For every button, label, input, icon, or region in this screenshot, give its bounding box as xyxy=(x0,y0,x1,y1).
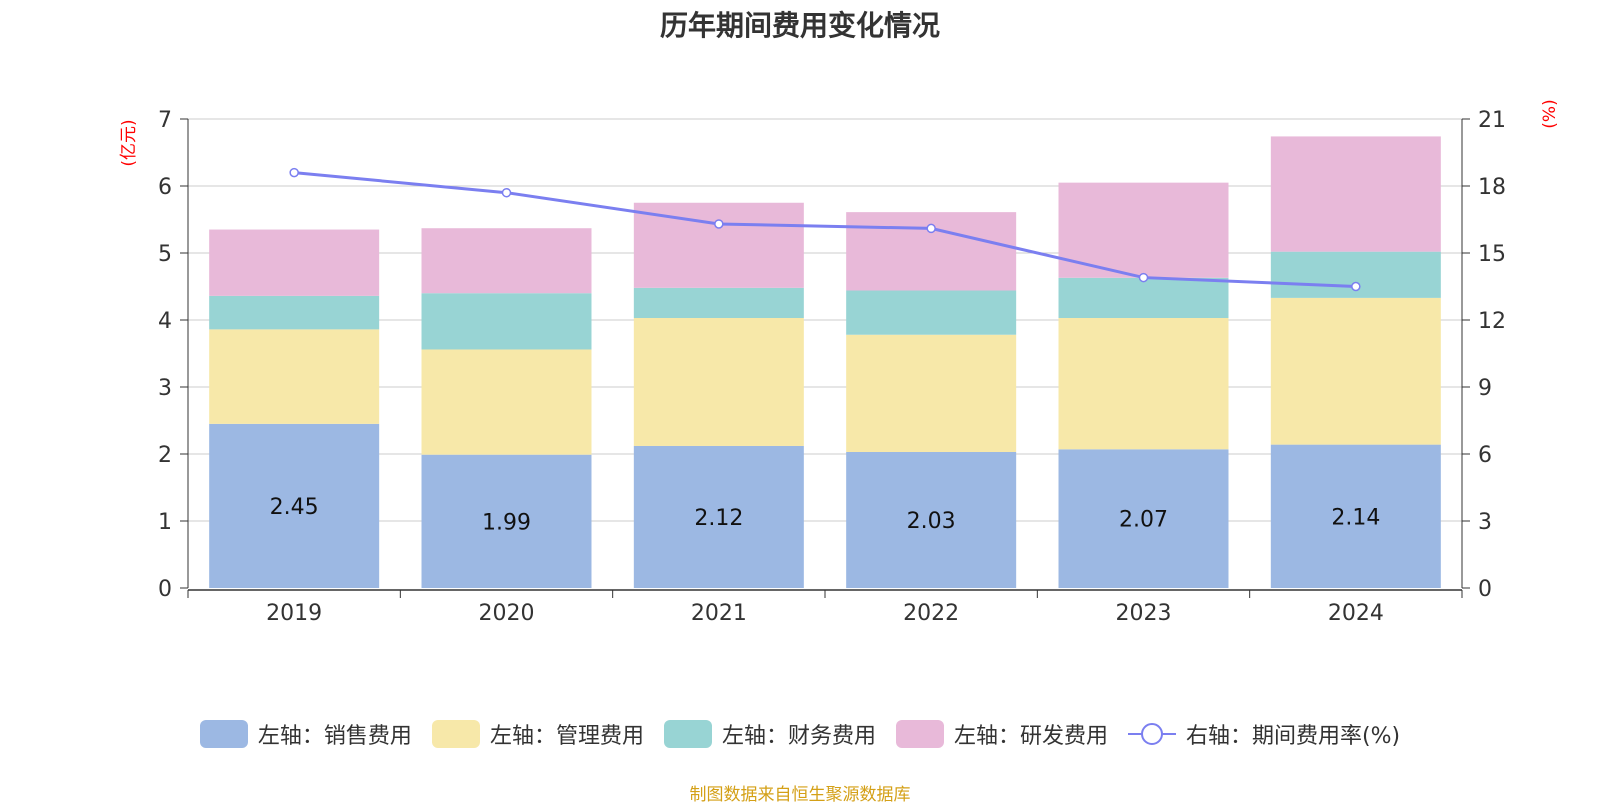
x-tick-label: 2020 xyxy=(479,601,535,626)
bar-1-2019 xyxy=(209,329,380,424)
x-tick-label: 2024 xyxy=(1328,601,1384,626)
legend-item-finance[interactable]: 左轴：财务费用 xyxy=(663,718,876,750)
bar-0-2024 xyxy=(1270,444,1441,588)
left-tick-label: 2 xyxy=(158,443,172,468)
expense-rate-point xyxy=(926,223,936,234)
legend-label-admin: 左轴：管理费用 xyxy=(489,724,644,749)
right-tick-label: 15 xyxy=(1478,242,1506,267)
bar-3-2020 xyxy=(421,228,592,294)
left-axis-unit-label: (亿元) xyxy=(119,119,139,166)
bar-3-2023 xyxy=(1058,182,1229,278)
left-tick-label: 4 xyxy=(158,309,172,334)
expense-rate-point xyxy=(289,167,299,178)
legend-item-admin[interactable]: 左轴：管理费用 xyxy=(431,718,644,750)
right-tick-label: 21 xyxy=(1478,108,1506,133)
expense-rate-point xyxy=(714,219,724,229)
bar-0-2022 xyxy=(846,451,1017,588)
bar-value-label: 2.12 xyxy=(694,506,743,531)
right-tick-label: 3 xyxy=(1478,510,1492,535)
bar-2-2023 xyxy=(1058,277,1229,318)
bar-2-2019 xyxy=(209,295,380,330)
bar-2-2022 xyxy=(846,290,1017,335)
legend-label-finance: 左轴：财务费用 xyxy=(721,724,876,749)
bar-value-label: 2.45 xyxy=(270,495,319,520)
bar-1-2023 xyxy=(1058,317,1229,450)
right-tick-label: 18 xyxy=(1478,175,1506,200)
expense-rate-point xyxy=(501,187,512,198)
bar-2-2021 xyxy=(633,287,804,318)
right-tick-label: 0 xyxy=(1478,577,1492,602)
bar-value-label: 2.07 xyxy=(1119,508,1168,533)
bar-1-2022 xyxy=(846,334,1017,452)
left-tick-label: 6 xyxy=(158,175,172,200)
left-tick-label: 5 xyxy=(158,242,172,267)
left-tick-label: 0 xyxy=(158,577,172,602)
bar-0-2021 xyxy=(633,445,804,588)
expense-rate-point xyxy=(1138,272,1149,283)
right-axis-unit-label: (%) xyxy=(1540,99,1560,128)
legend-item-expense-rate[interactable]: 右轴：期间费用率(%) xyxy=(1127,718,1401,750)
bar-1-2020 xyxy=(421,349,592,455)
bar-3-2024 xyxy=(1270,136,1441,252)
left-tick-label: 7 xyxy=(158,108,172,133)
x-tick-label: 2022 xyxy=(903,601,959,626)
right-tick-label: 6 xyxy=(1478,443,1492,468)
x-tick-label: 2019 xyxy=(266,601,322,626)
x-tick-label: 2021 xyxy=(691,601,747,626)
bar-1-2021 xyxy=(633,317,804,446)
expense-rate-line xyxy=(294,171,1356,288)
bar-0-2023 xyxy=(1058,449,1229,588)
left-tick-label: 3 xyxy=(158,376,172,401)
data-source-note: 制图数据来自恒生聚源数据库 xyxy=(689,785,911,805)
bar-2-2020 xyxy=(421,293,592,350)
legend-line-marker-icon xyxy=(1127,723,1176,745)
legend-label-expense-rate: 右轴：期间费用率(%) xyxy=(1185,724,1401,749)
bar-0-2019 xyxy=(209,423,380,588)
legend-swatch-finance xyxy=(663,720,712,748)
bar-value-label: 2.14 xyxy=(1331,505,1380,530)
legend-item-sales[interactable]: 左轴：销售费用 xyxy=(199,718,412,750)
right-tick-label: 12 xyxy=(1478,309,1506,334)
legend-swatch-sales xyxy=(199,720,248,748)
chart-title: 历年期间费用变化情况 xyxy=(659,9,940,42)
bar-1-2024 xyxy=(1270,297,1441,445)
bar-value-label: 2.03 xyxy=(907,509,956,534)
legend-item-rd[interactable]: 左轴：研发费用 xyxy=(895,718,1108,750)
legend-swatch-rd xyxy=(895,720,944,748)
bar-3-2019 xyxy=(209,229,380,296)
x-tick-label: 2023 xyxy=(1116,601,1172,626)
right-tick-label: 9 xyxy=(1478,376,1492,401)
legend-label-sales: 左轴：销售费用 xyxy=(257,724,412,749)
legend-swatch-admin xyxy=(431,720,480,748)
expense-rate-point xyxy=(1351,281,1361,292)
legend-label-rd: 左轴：研发费用 xyxy=(953,724,1108,749)
left-tick-label: 1 xyxy=(158,510,172,535)
legend: 左轴：销售费用 左轴：管理费用 左轴：财务费用 左轴：研发费用 右轴：期间费用率… xyxy=(0,718,1600,750)
bar-value-label: 1.99 xyxy=(482,510,531,535)
bar-0-2020 xyxy=(421,454,592,588)
